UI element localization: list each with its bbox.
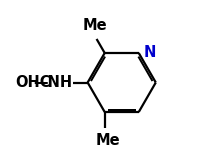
Text: Me: Me	[83, 18, 107, 33]
Text: Me: Me	[96, 133, 120, 148]
Text: N: N	[143, 45, 156, 60]
Text: —NH: —NH	[33, 75, 72, 90]
Text: OHC: OHC	[16, 75, 51, 90]
